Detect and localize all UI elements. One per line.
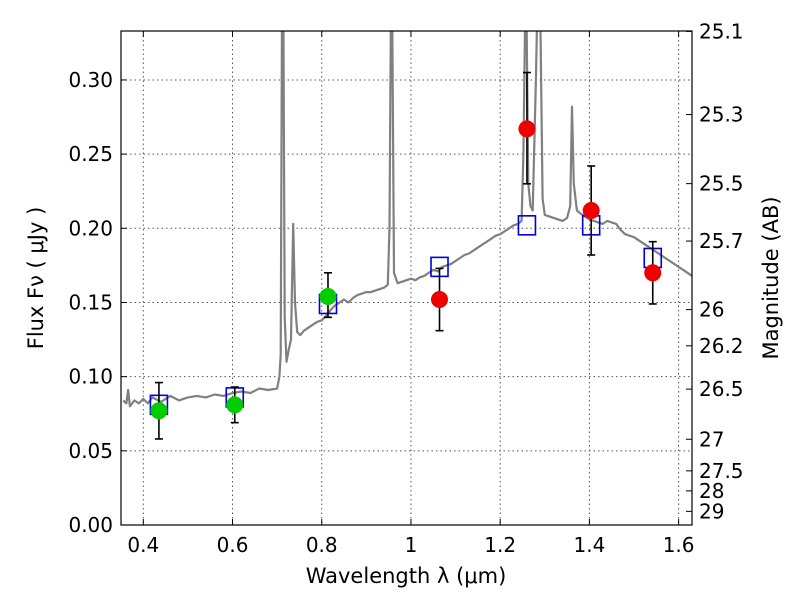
y2-tick-label: 26.2 bbox=[699, 334, 744, 358]
y-tick-label: 0.15 bbox=[68, 290, 113, 314]
y2-tick-label: 28 bbox=[699, 479, 724, 503]
infrared-photometry-point bbox=[644, 264, 662, 282]
y2-tick-label: 25.5 bbox=[699, 172, 744, 196]
x-tick-label: 1.2 bbox=[484, 533, 516, 557]
optical-photometry-point bbox=[319, 288, 337, 306]
y-tick-label: 0.00 bbox=[68, 513, 113, 537]
x-tick-label: 0.6 bbox=[217, 533, 249, 557]
y2-tick-label: 25.7 bbox=[699, 229, 744, 253]
y-tick-label: 0.25 bbox=[68, 142, 113, 166]
axis-ticks: 0.4 0.6 0.8 1 1.2 1.4 1.6 0.00 0.05 0.10 0.15 0.20 0… bbox=[68, 19, 743, 557]
infrared-photometry-point bbox=[582, 202, 600, 220]
y2-tick-label: 27.5 bbox=[699, 459, 744, 483]
model-photometry-square bbox=[517, 215, 537, 236]
y-tick-label: 0.10 bbox=[68, 365, 113, 389]
optical-photometry-point bbox=[150, 402, 168, 420]
x-tick-label: 1.6 bbox=[663, 533, 695, 557]
y2-tick-label: 29 bbox=[699, 499, 724, 523]
y2-tick-label: 25.1 bbox=[699, 19, 744, 43]
y-tick-label: 0.30 bbox=[68, 68, 113, 92]
plot-area bbox=[122, 31, 692, 440]
x-axis-title: Wavelength λ (μm) bbox=[306, 564, 507, 588]
y-axis-title: Flux Fν ( μJy ) bbox=[24, 207, 48, 350]
y2-tick-label: 25.3 bbox=[699, 103, 744, 127]
y-tick-label: 0.05 bbox=[68, 439, 113, 463]
y2-axis-title: Magnitude (AB) bbox=[759, 196, 783, 359]
x-tick-label: 0.4 bbox=[127, 533, 159, 557]
x-tick-label: 1 bbox=[405, 533, 418, 557]
infrared-photometry-point bbox=[431, 291, 449, 309]
plot-frame bbox=[120, 30, 693, 526]
y2-tick-label: 26 bbox=[699, 298, 724, 322]
y-tick-label: 0.20 bbox=[68, 216, 113, 240]
optical-photometry-point bbox=[226, 396, 244, 414]
x-tick-label: 1.4 bbox=[573, 533, 605, 557]
y2-tick-label: 26.5 bbox=[699, 377, 744, 401]
y2-tick-label: 27 bbox=[699, 427, 724, 451]
x-tick-label: 0.8 bbox=[306, 533, 338, 557]
infrared-photometry-point bbox=[518, 120, 536, 138]
